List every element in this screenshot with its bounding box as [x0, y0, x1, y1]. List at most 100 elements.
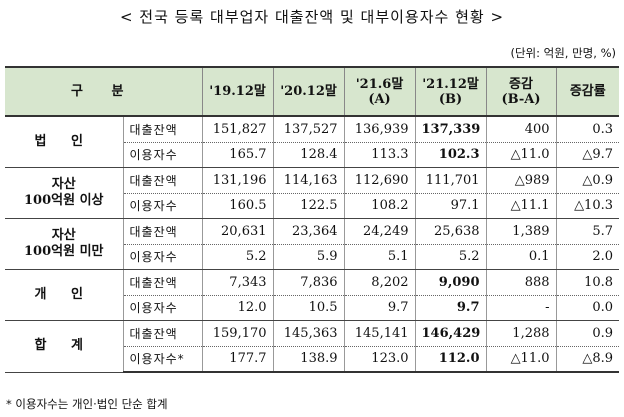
table-row: 합 계 대출잔액 159,170 145,363 145,141 146,429… [5, 320, 620, 373]
row-label: 대출잔액 [122, 218, 203, 245]
header-2021-06-tag: (A) [368, 91, 391, 107]
cell-2021-06: 112,690 [343, 167, 416, 194]
row-label: 대출잔액 [122, 116, 203, 143]
cell-2021-12: 9.7 [414, 295, 487, 321]
cell-change: - [485, 295, 557, 321]
group-name: 법 인 [34, 134, 93, 149]
header-2020-12: '20.12말 [272, 67, 345, 116]
cell-2020: 7,836 [272, 269, 345, 296]
table-row: 이용자수 12.0 10.5 9.7 9.7 - 0.0 [5, 295, 620, 321]
group-name: 합 계 [34, 338, 93, 354]
group-subname: 100억원 이상 [23, 193, 104, 208]
header-2021-06-date: '21.6말 [355, 76, 404, 92]
table-row: 이용자수 160.5 122.5 108.2 97.1 △11.1 △10.3 [5, 193, 620, 219]
cell-2021-12: 25,638 [414, 218, 487, 245]
cell-change: △11.1 [485, 193, 557, 219]
cell-change: △989 [485, 167, 557, 194]
row-label: 이용자수 [122, 295, 203, 321]
group-corporate: 법 인 [5, 116, 123, 168]
group-assets-over-10b: 자산 100억원 이상 [5, 167, 123, 219]
cell-2021-06: 5.1 [343, 244, 416, 270]
row-label: 대출잔액 [122, 269, 203, 296]
header-change-label: 증감 [509, 76, 533, 92]
header-change: 증감 (B-A) [485, 67, 557, 116]
cell-2021-12: 9,090 [414, 269, 487, 296]
cell-change: △11.0 [485, 142, 557, 168]
table-row: 개 인 대출잔액 7,343 7,836 8,202 9,090 888 10.… [5, 269, 620, 321]
cell-2020: 114,163 [272, 167, 345, 194]
cell-rate: 0.9 [555, 320, 620, 347]
header-rate: 증감률 [555, 67, 620, 116]
cell-2021-12: 112.0 [414, 346, 487, 373]
cell-2021-06: 145,141 [343, 320, 416, 347]
cell-2021-06: 8,202 [343, 269, 416, 296]
cell-2021-06: 123.0 [343, 346, 416, 373]
header-2021-06: '21.6말 (A) [343, 67, 416, 116]
cell-rate: 2.0 [555, 244, 620, 270]
footnote: * 이용자수는 개인·법인 단순 합계 [6, 397, 168, 411]
row-label: 이용자수* [122, 346, 203, 373]
header-2021-12-tag: (B) [438, 91, 463, 107]
cell-2020: 128.4 [272, 142, 345, 168]
cell-2021-06: 9.7 [343, 295, 416, 321]
group-name: 자산 [51, 177, 76, 192]
cell-2019: 5.2 [201, 244, 274, 270]
cell-2021-06: 108.2 [343, 193, 416, 219]
cell-2020: 137,527 [272, 116, 345, 143]
cell-2019: 131,196 [201, 167, 274, 194]
header-row: 구 분 '19.12말 '20.12말 '21.6말 (A) '21.12말 (… [5, 67, 620, 116]
cell-2019: 12.0 [201, 295, 274, 321]
table-row: 이용자수 165.7 128.4 113.3 102.3 △11.0 △9.7 [5, 142, 620, 168]
header-category: 구 분 [5, 67, 203, 116]
cell-change: 1,288 [485, 320, 557, 347]
table-row: 이용자수 5.2 5.9 5.1 5.2 0.1 2.0 [5, 244, 620, 270]
cell-rate: 0.0 [555, 295, 620, 321]
row-label: 이용자수 [122, 244, 203, 270]
group-individual: 개 인 [5, 269, 123, 321]
cell-2021-06: 113.3 [343, 142, 416, 168]
cell-2021-12: 102.3 [414, 142, 487, 168]
cell-2020: 138.9 [272, 346, 345, 373]
unit-note: (단위: 억원, 만명, %) [510, 46, 616, 60]
cell-2020: 145,363 [272, 320, 345, 347]
header-change-formula: (B-A) [501, 91, 541, 107]
row-label: 이용자수 [122, 193, 203, 219]
cell-2019: 160.5 [201, 193, 274, 219]
table-row: 이용자수* 177.7 138.9 123.0 112.0 △11.0 △8.9 [5, 346, 620, 373]
group-name: 개 인 [34, 287, 93, 302]
cell-rate: 0.3 [555, 116, 620, 143]
statistics-table: 구 분 '19.12말 '20.12말 '21.6말 (A) '21.12말 (… [5, 66, 620, 373]
group-total: 합 계 [5, 320, 123, 373]
cell-change: 888 [485, 269, 557, 296]
cell-2021-06: 24,249 [343, 218, 416, 245]
row-label: 대출잔액 [122, 320, 203, 347]
cell-2021-12: 146,429 [414, 320, 487, 347]
cell-2019: 7,343 [201, 269, 274, 296]
table-row: 자산 100억원 미만 대출잔액 20,631 23,364 24,249 25… [5, 218, 620, 270]
table-title: < 전국 등록 대부업자 대출잔액 및 대부이용자수 현황 > [119, 8, 505, 26]
row-label: 이용자수 [122, 142, 203, 168]
cell-change: 400 [485, 116, 557, 143]
cell-2020: 10.5 [272, 295, 345, 321]
cell-2019: 20,631 [201, 218, 274, 245]
cell-rate: △0.9 [555, 167, 620, 194]
header-2019-12: '19.12말 [201, 67, 274, 116]
header-2021-12-date: '21.12말 [422, 76, 479, 92]
cell-rate: △9.7 [555, 142, 620, 168]
cell-2021-12: 5.2 [414, 244, 487, 270]
cell-2021-12: 137,339 [414, 116, 487, 143]
group-subname: 100억원 미만 [23, 244, 104, 259]
cell-change: 1,389 [485, 218, 557, 245]
cell-rate: 5.7 [555, 218, 620, 245]
cell-2020: 122.5 [272, 193, 345, 219]
cell-rate: △10.3 [555, 193, 620, 219]
group-assets-under-10b: 자산 100억원 미만 [5, 218, 123, 270]
cell-2019: 177.7 [201, 346, 274, 373]
table-row: 자산 100억원 이상 대출잔액 131,196 114,163 112,690… [5, 167, 620, 219]
cell-2019: 165.7 [201, 142, 274, 168]
cell-2021-12: 111,701 [414, 167, 487, 194]
table-row: 법 인 대출잔액 151,827 137,527 136,939 137,339… [5, 116, 620, 168]
header-2021-12: '21.12말 (B) [414, 67, 487, 116]
cell-2019: 151,827 [201, 116, 274, 143]
cell-rate: 10.8 [555, 269, 620, 296]
